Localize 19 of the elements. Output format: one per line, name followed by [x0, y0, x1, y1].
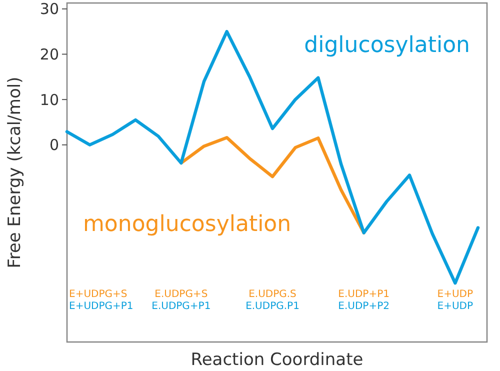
annotation: E.UDP+P2 [338, 301, 390, 312]
annotation: E.UDPG.S [248, 289, 296, 300]
line-series [65, 30, 480, 285]
y-tick-label: 10 [40, 90, 59, 109]
annotation: E+UDPG+P1 [69, 301, 134, 312]
annotation: E+UDPG+S [69, 289, 128, 300]
series-label: diglucosylation [304, 33, 470, 58]
y-tick-label: 0 [49, 136, 59, 154]
annotation: E.UDPG.P1 [246, 301, 300, 312]
series-label: monoglucosylation [83, 212, 292, 237]
x-axis-title: Reaction Coordinate [190, 350, 364, 370]
y-axis-title: Free Energy (kcal/mol) [5, 76, 25, 268]
annotation: E.UDP+P1 [338, 289, 390, 300]
annotation: E.UDPG+P1 [152, 301, 211, 312]
y-tick-label: 20 [40, 45, 59, 64]
annotation: E+UDP [437, 289, 474, 300]
y-tick-label: 30 [40, 0, 59, 18]
annotation: E+UDP [437, 301, 474, 312]
annotation: E.UDPG+S [154, 289, 208, 300]
